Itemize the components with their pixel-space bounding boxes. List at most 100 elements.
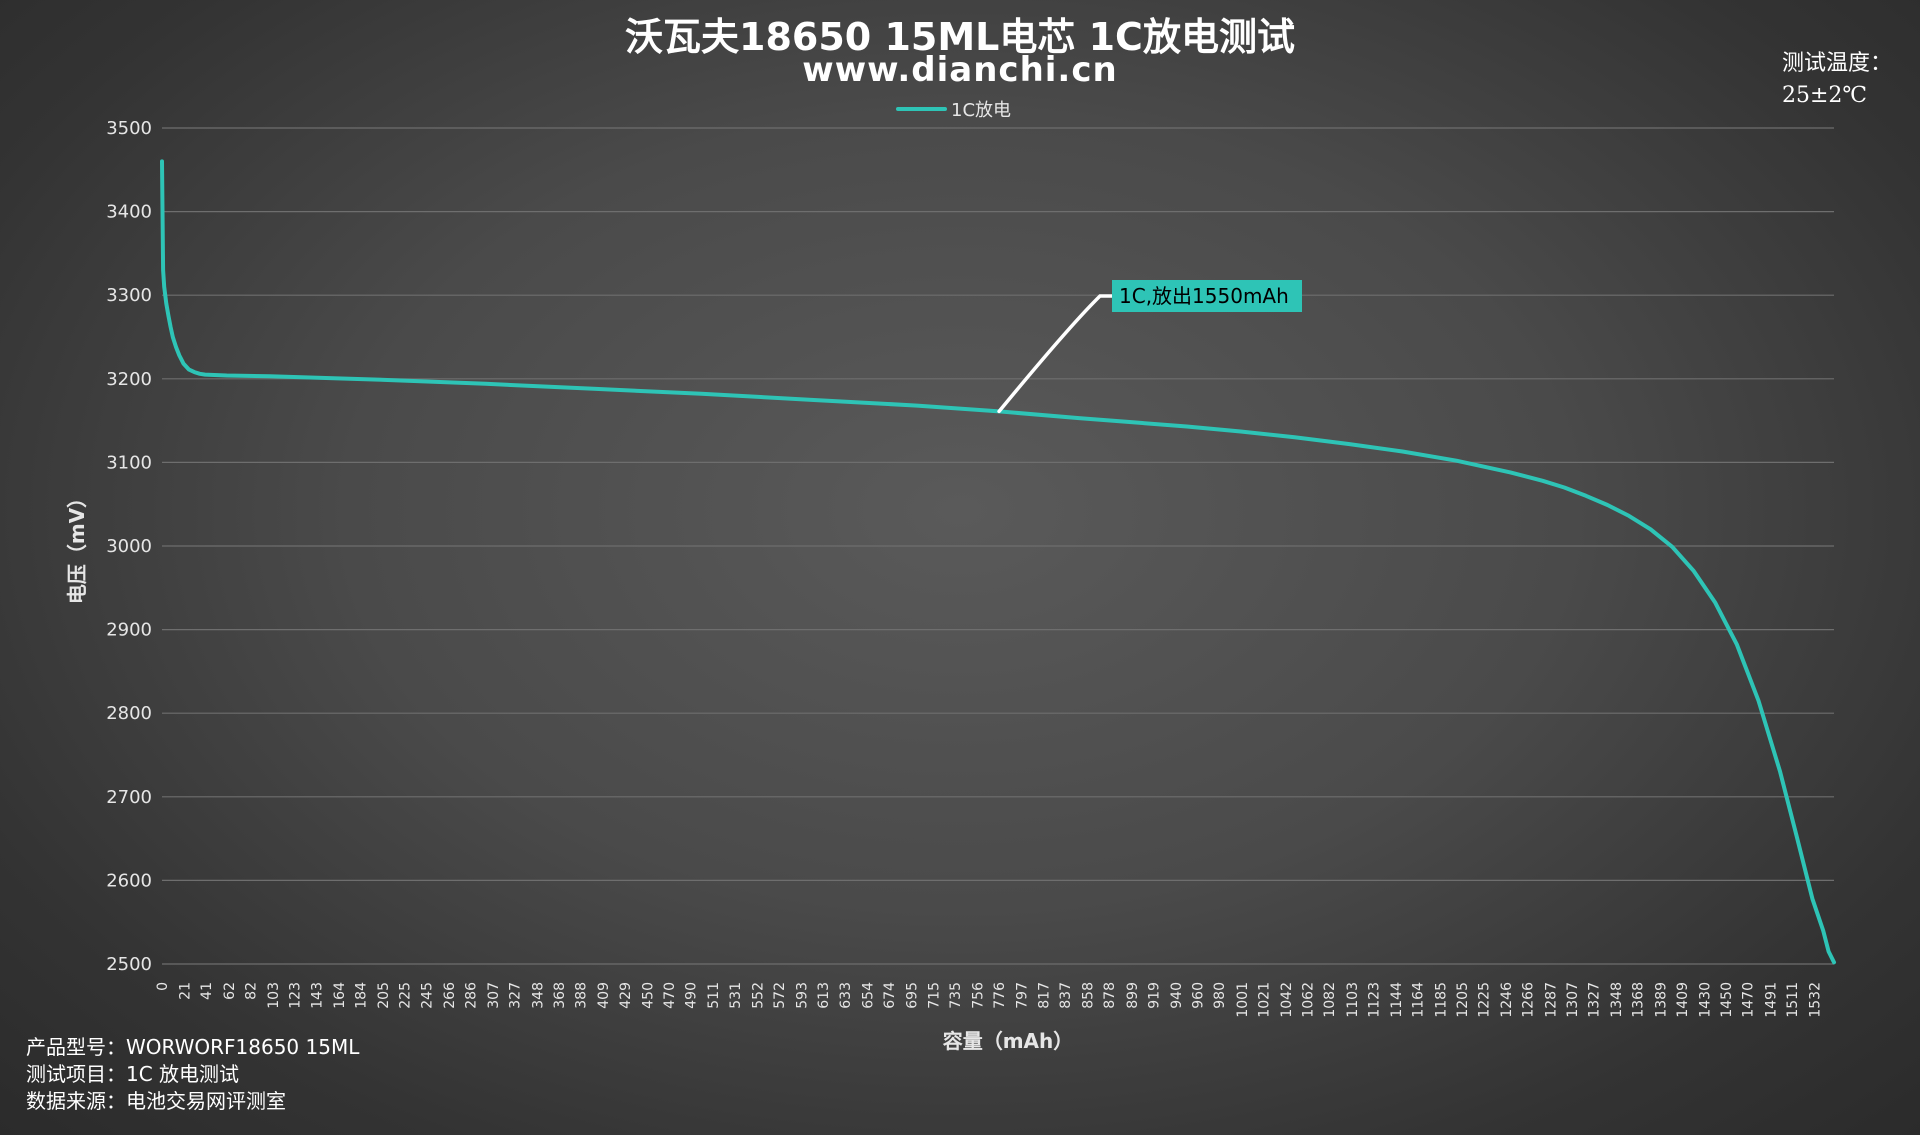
x-tick-label: 980 — [1212, 982, 1228, 1009]
x-tick-label: 715 — [926, 982, 942, 1009]
x-tick-label: 511 — [706, 982, 722, 1009]
x-axis-ticks: 0 21 41 62 82 103 123 143 164 184 205 225 245 266 286 3… — [155, 982, 1824, 1018]
series-layer — [160, 159, 1836, 965]
x-tick-label: 837 — [1058, 982, 1074, 1009]
x-tick-label: 593 — [795, 982, 811, 1009]
x-tick-label: 654 — [860, 982, 876, 1009]
x-tick-label: 1205 — [1455, 982, 1471, 1018]
x-tick-label: 1307 — [1565, 982, 1581, 1018]
y-tick-label: 2900 — [106, 620, 152, 641]
grid-lines — [162, 127, 1834, 965]
x-tick-label: 695 — [905, 982, 921, 1009]
x-tick-label: 1450 — [1719, 982, 1735, 1018]
x-tick-label: 1062 — [1301, 982, 1317, 1018]
legend: 1C放电 — [896, 100, 1011, 121]
x-tick-label: 164 — [332, 982, 348, 1009]
y-tick-label: 3200 — [106, 369, 152, 390]
x-tick-label: 572 — [772, 982, 788, 1009]
x-tick-label: 756 — [971, 982, 987, 1009]
x-tick-label: 1430 — [1698, 982, 1714, 1018]
x-tick-label: 1368 — [1631, 982, 1647, 1018]
y-tick-label: 3400 — [106, 202, 152, 223]
y-tick-label: 3500 — [106, 118, 152, 139]
x-tick-label: 348 — [530, 982, 546, 1009]
x-tick-label: 388 — [574, 982, 590, 1009]
y-tick-label: 2800 — [106, 703, 152, 724]
x-tick-label: 1164 — [1411, 982, 1427, 1018]
x-tick-label: 1491 — [1763, 982, 1779, 1018]
x-tick-label: 1123 — [1366, 982, 1382, 1018]
x-tick-label: 1103 — [1345, 982, 1361, 1018]
x-tick-label: 1327 — [1586, 982, 1602, 1018]
x-tick-label: 327 — [508, 982, 524, 1009]
x-tick-label: 62 — [222, 982, 238, 1000]
series-line — [160, 159, 1836, 965]
x-tick-label: 960 — [1191, 982, 1207, 1009]
info-source: 数据来源：电池交易网评测室 — [26, 1089, 286, 1113]
x-tick-label: 633 — [838, 982, 854, 1009]
y-tick-label: 2700 — [106, 787, 152, 808]
test-temperature: 测试温度： 25±2℃ — [1782, 48, 1892, 112]
x-tick-label: 225 — [398, 982, 414, 1009]
x-tick-label: 858 — [1081, 982, 1097, 1009]
x-tick-label: 1001 — [1235, 982, 1251, 1018]
x-tick-label: 1021 — [1256, 982, 1272, 1018]
x-tick-label: 1409 — [1675, 982, 1691, 1018]
x-tick-label: 1185 — [1433, 982, 1449, 1018]
chart-subtitle: www.dianchi.cn — [802, 50, 1118, 90]
x-tick-label: 1470 — [1741, 982, 1757, 1018]
x-tick-label: 490 — [684, 982, 700, 1009]
x-tick-label: 1389 — [1653, 982, 1669, 1018]
x-tick-label: 878 — [1102, 982, 1118, 1009]
x-tick-label: 735 — [948, 982, 964, 1009]
x-tick-label: 1225 — [1476, 982, 1492, 1018]
x-tick-label: 41 — [199, 982, 215, 1000]
y-tick-label: 2500 — [106, 954, 152, 975]
x-tick-label: 1144 — [1389, 982, 1405, 1018]
x-tick-label: 0 — [155, 982, 171, 991]
x-tick-label: 205 — [376, 982, 392, 1009]
x-tick-label: 286 — [464, 982, 480, 1009]
y-axis-title: 电压（mV） — [65, 488, 89, 604]
x-tick-label: 1266 — [1521, 982, 1537, 1018]
y-tick-label: 2600 — [106, 870, 152, 891]
temperature-value: 25±2℃ — [1781, 83, 1868, 108]
x-tick-label: 531 — [728, 982, 744, 1009]
callout-label: 1C,放出1550mAh — [1119, 284, 1289, 308]
x-tick-label: 245 — [419, 982, 435, 1009]
x-tick-label: 919 — [1146, 982, 1162, 1009]
x-tick-label: 1246 — [1499, 982, 1515, 1018]
x-tick-label: 368 — [552, 982, 568, 1009]
legend-label: 1C放电 — [951, 100, 1011, 121]
y-tick-label: 3100 — [106, 452, 152, 473]
x-tick-label: 470 — [662, 982, 678, 1009]
info-model: 产品型号：WORWORF18650 15ML — [26, 1035, 360, 1059]
x-tick-label: 123 — [288, 982, 304, 1009]
x-tick-label: 899 — [1125, 982, 1141, 1009]
callout-leader — [997, 294, 1114, 414]
x-tick-label: 103 — [266, 982, 282, 1009]
y-axis-ticks: 2500 2600 2700 2800 2900 3000 3100 3200 3300 3400… — [106, 118, 152, 975]
x-tick-label: 817 — [1036, 982, 1052, 1009]
y-tick-label: 3300 — [106, 285, 152, 306]
x-axis-title: 容量（mAh） — [943, 1029, 1074, 1053]
chart-title: 沃瓦夫18650 15ML电芯 1C放电测试 — [625, 15, 1295, 59]
x-tick-label: 1082 — [1322, 982, 1338, 1018]
info-test-item: 测试项目：1C 放电测试 — [26, 1062, 240, 1086]
x-tick-label: 1532 — [1808, 982, 1824, 1018]
x-tick-label: 450 — [640, 982, 656, 1009]
callout-box — [1112, 280, 1302, 312]
x-tick-label: 674 — [882, 982, 898, 1009]
x-tick-label: 1042 — [1279, 982, 1295, 1018]
x-tick-label: 429 — [618, 982, 634, 1009]
x-tick-label: 21 — [178, 982, 194, 1000]
x-tick-label: 613 — [816, 982, 832, 1009]
x-tick-label: 552 — [750, 982, 766, 1009]
test-info: 产品型号：WORWORF18650 15ML 测试项目：1C 放电测试 数据来源… — [26, 1034, 359, 1115]
x-tick-label: 1348 — [1609, 982, 1625, 1018]
x-tick-label: 184 — [353, 982, 369, 1009]
x-tick-label: 776 — [992, 982, 1008, 1009]
x-tick-label: 82 — [243, 982, 259, 1000]
x-tick-label: 1287 — [1543, 982, 1559, 1018]
x-tick-label: 940 — [1169, 982, 1185, 1009]
